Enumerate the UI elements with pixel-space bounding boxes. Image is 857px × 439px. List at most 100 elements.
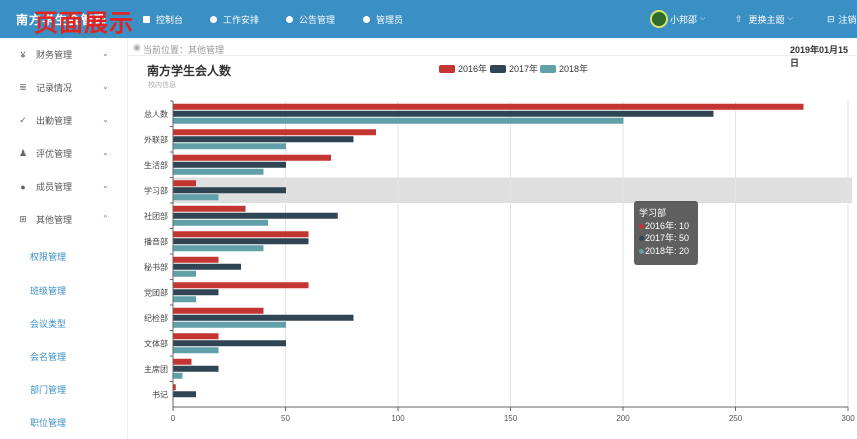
bar-2016年-社团部 <box>173 205 246 212</box>
sidebar-item-label: 其他管理 <box>36 215 73 225</box>
y-tick-label: 书记 <box>152 389 168 399</box>
bar-2017年-秘书部 <box>173 263 241 270</box>
sidebar-item-1[interactable]: ≣ 记录情况 ⌄ <box>0 71 128 104</box>
x-tick-label: 150 <box>504 414 518 423</box>
x-tick-label: 0 <box>171 414 176 423</box>
sidebar-item-4[interactable]: ● 成员管理 ⌄ <box>0 170 128 203</box>
tooltip-title: 学习部 <box>639 208 667 218</box>
bar-2018年-纪检部 <box>173 321 286 328</box>
theme-label: 更换主题 <box>748 14 785 25</box>
sidebar-item-3[interactable]: ♟ 评优管理 ⌄ <box>0 137 128 170</box>
legend-item-1[interactable]: 2017年 <box>490 62 538 75</box>
legend-swatch <box>439 64 455 73</box>
avatar <box>650 10 668 28</box>
nav-notice[interactable]: 公告管理 <box>286 0 335 38</box>
bar-2016年-纪检部 <box>173 307 264 314</box>
y-tick-label: 秘书部 <box>144 262 168 272</box>
sidebar-subitem-5[interactable]: 职位管理 <box>30 418 67 428</box>
logout-icon: ⊟ <box>827 13 835 24</box>
bar-2016年-主席团 <box>173 358 192 365</box>
nav-admin[interactable]: 管理员 <box>363 0 403 38</box>
sidebar <box>0 38 128 439</box>
bar-2018年-党团部 <box>173 296 196 303</box>
bar-2016年-文体部 <box>173 333 219 340</box>
dashboard-icon <box>143 15 150 23</box>
y-tick-label: 党团部 <box>144 287 168 297</box>
highlight-band <box>173 177 852 203</box>
user-menu[interactable]: 小邦邵 ⌵ <box>650 10 705 28</box>
bar-2016年-秘书部 <box>173 256 219 263</box>
legend-label: 2018年 <box>559 64 589 74</box>
sidebar-item-label: 出勤管理 <box>36 116 73 126</box>
award-icon: ♟ <box>18 148 28 158</box>
bar-2018年-文体部 <box>173 347 219 354</box>
logout-label: 注销 <box>838 14 857 25</box>
legend-dot-icon <box>639 236 644 241</box>
sidebar-subitem-4[interactable]: 部门管理 <box>30 385 67 395</box>
y-tick-label: 外联部 <box>144 134 168 144</box>
sidebar-subitem-1[interactable]: 班级管理 <box>30 286 67 296</box>
bar-2018年-总人数 <box>173 117 624 124</box>
bar-2017年-党团部 <box>173 289 219 296</box>
chevron-down-icon: ⌵ <box>700 15 706 22</box>
bar-2017年-总人数 <box>173 110 714 117</box>
legend-item-2[interactable]: 2018年 <box>540 62 588 75</box>
nav-dashboard[interactable]: 控制台 <box>143 0 183 38</box>
bar-2016年-党团部 <box>173 282 309 289</box>
chart-tooltip: 学习部 2016年: 10 2017年: 50 2018年: 20 <box>634 201 698 265</box>
sidebar-item-2[interactable]: ✓ 出勤管理 ⌄ <box>0 104 128 137</box>
sidebar-item-5[interactable]: ⊞ 其他管理 ⌃ <box>0 203 128 236</box>
app-brand: 南方学生会管理 <box>16 13 108 27</box>
tooltip-value-2018: 2018年: 20 <box>645 245 690 256</box>
tooltip-line-2018: 2018年: 20 <box>639 245 693 258</box>
nav-admin-label: 管理员 <box>376 14 404 25</box>
y-tick-label: 学习部 <box>144 185 168 195</box>
sidebar-subitem-0[interactable]: 权限管理 <box>30 252 67 262</box>
chevron-down-icon: ⌄ <box>102 181 109 190</box>
bar-2017年-外联部 <box>173 136 354 143</box>
grid-icon: ⊞ <box>19 214 27 224</box>
legend-item-0[interactable]: 2016年 <box>439 62 487 75</box>
x-tick-label: 300 <box>841 414 855 423</box>
overlay-title: 页面展示 <box>34 9 134 37</box>
theme-menu[interactable]: ⇧ 更换主题 ⌵ <box>735 0 793 38</box>
sidebar-subitem-2[interactable]: 会议类型 <box>30 319 67 329</box>
nav-work[interactable]: 工作安排 <box>210 0 259 38</box>
members-icon: ● <box>20 181 26 192</box>
bar-2017年-播音部 <box>173 238 309 245</box>
tooltip-value-2016: 2016年: 10 <box>645 220 690 231</box>
legend-label: 2017年 <box>509 64 539 74</box>
work-icon <box>210 15 217 23</box>
breadcrumb: ◉ 当前位置：其他管理 2019年01月15日 <box>128 38 857 68</box>
bar-2017年-主席团 <box>173 365 219 372</box>
bar-2018年-生活部 <box>173 168 264 175</box>
bar-2016年-播音部 <box>173 231 309 238</box>
logout-button[interactable]: ⊟ 注销 <box>827 0 857 38</box>
x-tick-label: 50 <box>281 414 290 423</box>
tooltip-line-2017: 2017年: 50 <box>639 232 693 245</box>
nav-notice-label: 公告管理 <box>299 14 336 25</box>
sidebar-subitem-3[interactable]: 会名管理 <box>30 352 67 362</box>
bar-2017年-学习部 <box>173 187 286 194</box>
bar-2018年-社团部 <box>173 219 268 226</box>
shirt-icon: ⇧ <box>735 13 743 24</box>
sidebar-item-label: 记录情况 <box>36 83 73 93</box>
x-tick-label: 250 <box>729 414 743 423</box>
sidebar-item-0[interactable]: ¥ 财务管理 ⌄ <box>0 38 128 71</box>
legend-label: 2016年 <box>458 64 488 74</box>
x-tick-label: 200 <box>616 414 630 423</box>
bar-2017年-纪检部 <box>173 314 354 321</box>
bar-2017年-社团部 <box>173 212 338 219</box>
legend-swatch <box>540 64 556 73</box>
bar-2016年-学习部 <box>173 180 196 187</box>
y-tick-label: 纪检部 <box>144 313 168 323</box>
location-icon: ◉ <box>133 42 141 52</box>
y-tick-label: 播音部 <box>144 236 168 246</box>
y-tick-label: 文体部 <box>144 338 168 348</box>
y-tick-label: 主席团 <box>144 364 168 374</box>
chevron-up-icon: ⌃ <box>102 214 109 223</box>
nav-work-label: 工作安排 <box>223 14 260 25</box>
current-date: 2019年01月15日 <box>790 45 849 68</box>
top-navbar: 南方学生会管理 页面展示 控制台 工作安排 公告管理 管理员 小邦邵 ⌵ ⇧ 更… <box>0 0 857 38</box>
